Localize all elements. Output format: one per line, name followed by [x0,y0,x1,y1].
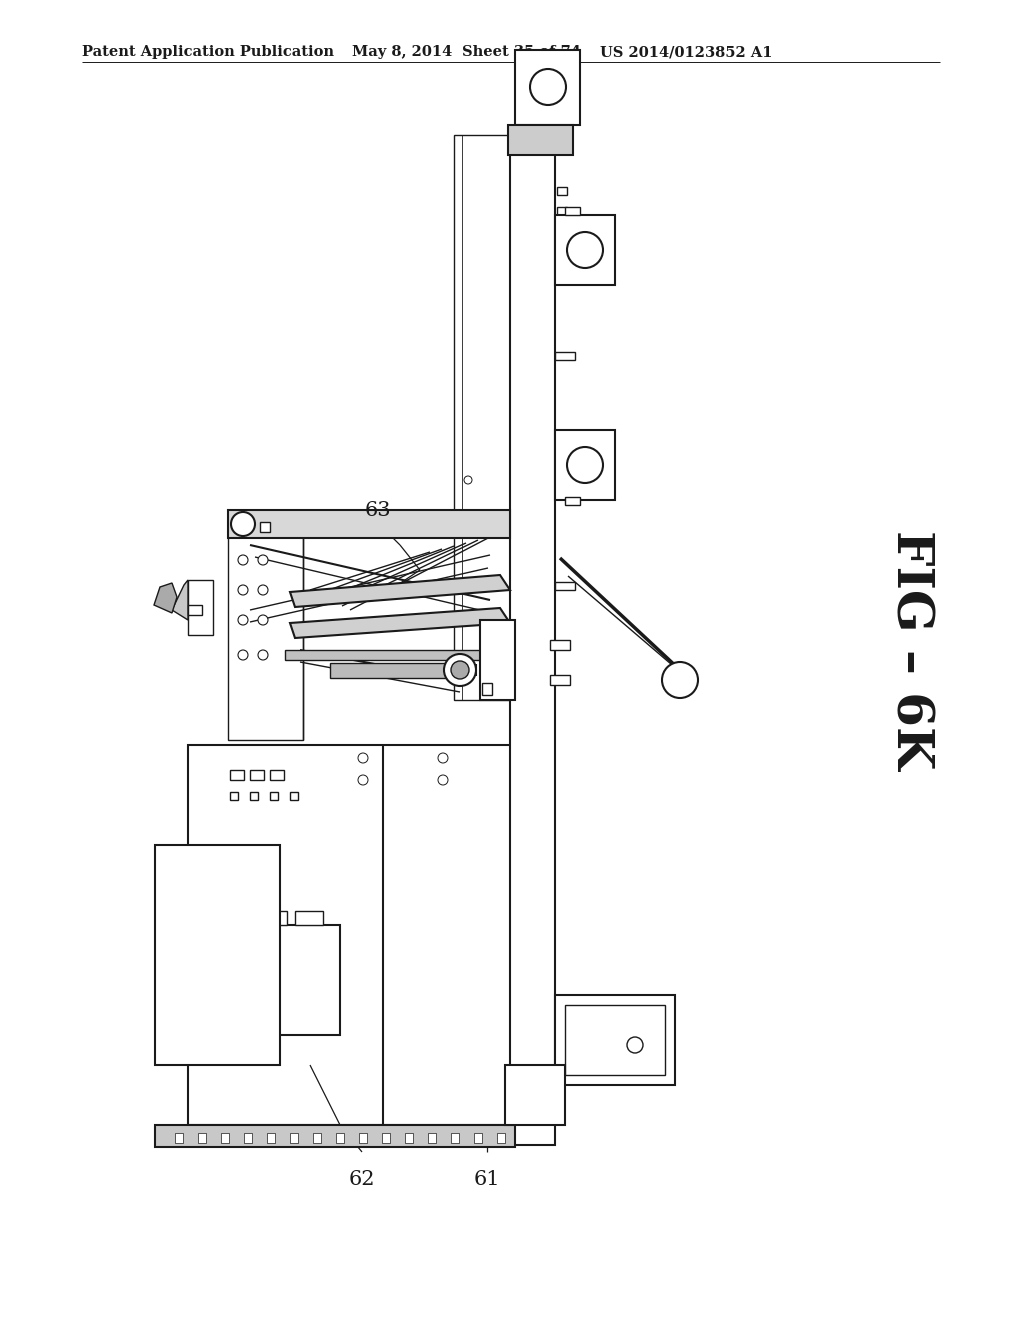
Bar [510,135,555,1144]
Bar [497,1133,505,1143]
Bar [550,640,570,649]
Bar [267,1133,275,1143]
Circle shape [238,649,248,660]
Bar [428,1133,436,1143]
Bar [188,744,515,1125]
Bar [230,911,258,925]
Bar [228,510,510,539]
Bar [265,911,287,925]
Bar [250,792,258,800]
Bar [565,207,580,215]
Circle shape [438,752,449,763]
Bar [382,1133,390,1143]
Bar [359,1133,367,1143]
Polygon shape [154,583,177,612]
Polygon shape [290,576,510,607]
Circle shape [358,752,368,763]
Bar [295,911,323,925]
Circle shape [520,1100,530,1110]
Text: FIG – 6K: FIG – 6K [886,531,935,770]
Bar [555,215,615,285]
Bar [290,792,298,800]
Bar [221,1133,229,1143]
Bar [228,531,303,741]
Bar [515,50,580,125]
Polygon shape [290,609,510,638]
Bar [474,1133,482,1143]
Bar [188,579,213,635]
Bar [555,352,575,360]
Bar [555,582,575,590]
Text: 61: 61 [474,1170,501,1189]
Bar [270,792,278,800]
Text: US 2014/0123852 A1: US 2014/0123852 A1 [600,45,772,59]
Bar [519,137,542,1143]
Bar [565,498,580,506]
Circle shape [238,615,248,624]
Bar [406,1133,413,1143]
Circle shape [627,1038,643,1053]
Circle shape [444,653,476,686]
Bar [155,1125,515,1147]
Circle shape [662,663,698,698]
Circle shape [358,775,368,785]
Bar [540,135,548,1144]
Bar [480,620,515,700]
Bar [565,1005,665,1074]
Circle shape [231,512,255,536]
Bar [244,1133,252,1143]
Circle shape [451,661,469,678]
Circle shape [258,554,268,565]
Bar [508,125,573,154]
Circle shape [530,69,566,106]
Text: Sheet 35 of 74: Sheet 35 of 74 [462,45,581,59]
Circle shape [438,775,449,785]
Bar [451,1133,459,1143]
Circle shape [464,477,472,484]
Bar [557,187,567,195]
Text: 62: 62 [349,1170,375,1189]
Bar [230,792,238,800]
Text: May 8, 2014: May 8, 2014 [352,45,453,59]
Text: 63: 63 [365,500,391,520]
Bar [454,135,510,700]
Bar [555,430,615,500]
Circle shape [567,447,603,483]
Bar [260,521,270,532]
Bar [482,682,492,696]
Bar [336,1133,344,1143]
Bar [313,1133,321,1143]
Bar [175,1133,183,1143]
Circle shape [258,649,268,660]
Circle shape [238,585,248,595]
Bar [188,605,202,615]
Circle shape [567,232,603,268]
Circle shape [464,616,472,624]
Text: Patent Application Publication: Patent Application Publication [82,45,334,59]
Bar [285,649,505,660]
Bar [230,770,244,780]
Circle shape [258,585,268,595]
Bar [505,1065,565,1125]
Polygon shape [172,579,188,620]
Bar [198,1133,206,1143]
Bar [555,995,675,1085]
Bar [557,207,567,215]
Bar [550,675,570,685]
Bar [290,1133,298,1143]
Bar [225,925,340,1035]
Bar [250,770,264,780]
Bar [270,770,284,780]
Bar [520,135,532,1144]
Circle shape [464,667,472,675]
Bar [330,663,460,678]
Bar [155,845,280,1065]
Circle shape [258,615,268,624]
Circle shape [238,554,248,565]
